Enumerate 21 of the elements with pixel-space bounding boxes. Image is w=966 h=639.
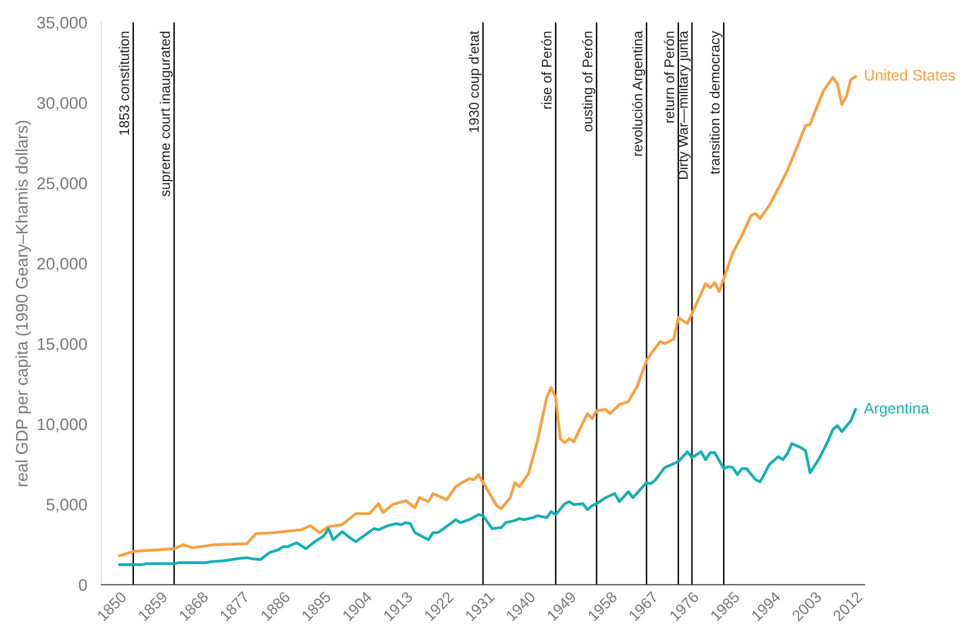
ref-line-label: transition to democracy <box>709 30 722 174</box>
ref-line-label: 1853 constitution <box>118 32 130 135</box>
y-tick-label: 0 <box>78 579 87 591</box>
y-tick-label: 35,000 <box>37 16 87 31</box>
series-label: United States <box>865 69 955 81</box>
y-tick-label: 20,000 <box>37 258 87 272</box>
y-tick-label: 15,000 <box>38 338 87 352</box>
ref-line-label: revolución Argentina <box>632 30 646 156</box>
y-axis-title: real GDP per capita (1990 Geary–Khamis dollars) <box>15 120 32 486</box>
y-tick-label: 25,000 <box>37 177 87 192</box>
ref-line-label: return of Perón <box>664 32 674 123</box>
ref-line-label: ousting of Perón <box>582 32 596 132</box>
line-series <box>118 408 857 566</box>
y-tick-label: 5,000 <box>46 498 87 513</box>
ref-line-label: Dirty War—military junta <box>678 30 691 179</box>
y-tick-label: 30,000 <box>37 97 87 111</box>
series-label: Argentina <box>864 402 930 417</box>
ref-line-label: rise of Perón <box>541 32 552 109</box>
ref-line-label: supreme court inaugurated <box>160 32 173 196</box>
ref-line-label: 1930 coup d'etat <box>468 30 482 132</box>
y-tick-label: 10,000 <box>38 418 87 432</box>
